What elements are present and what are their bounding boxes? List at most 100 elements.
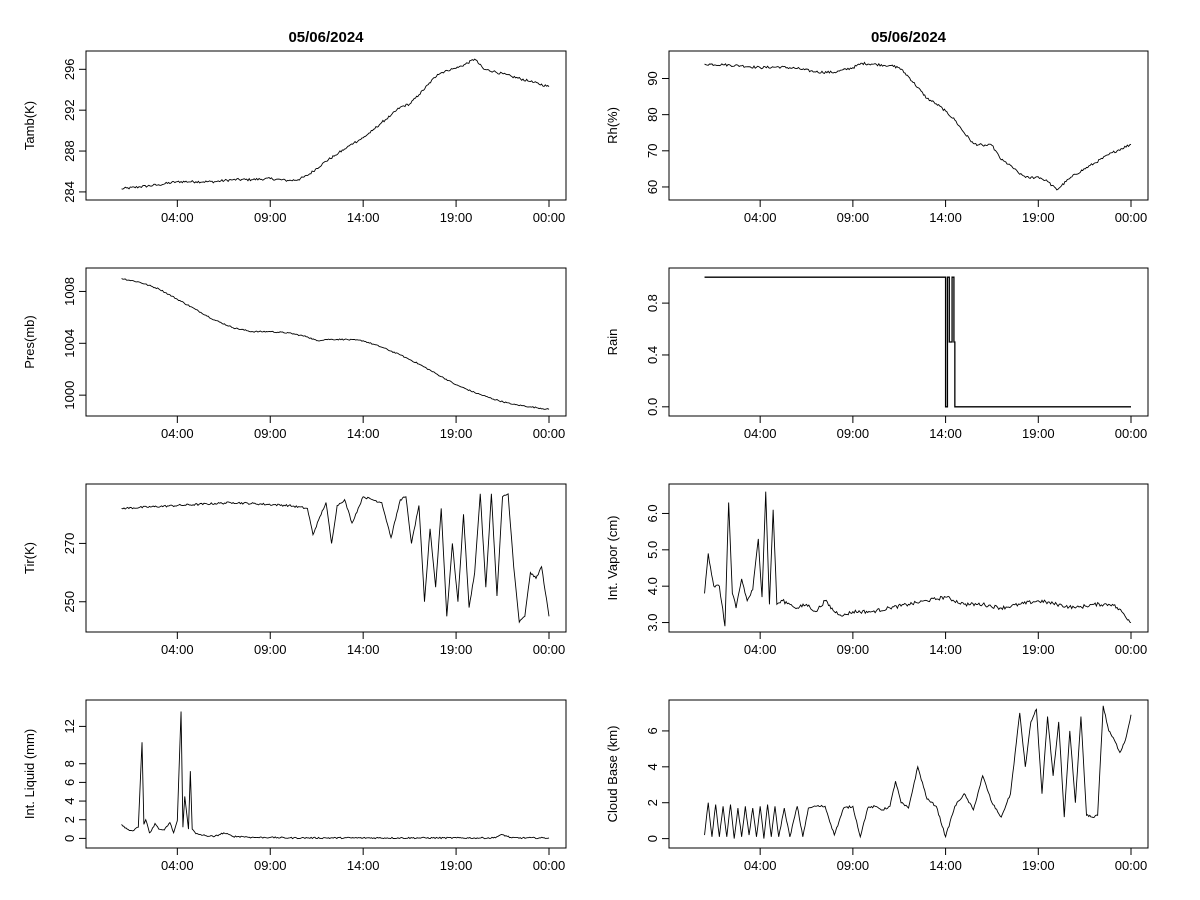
x-tick-label: 04:00 bbox=[744, 426, 777, 441]
y-tick-label: 0 bbox=[62, 835, 77, 842]
y-tick-label: 292 bbox=[62, 99, 77, 121]
x-tick-label: 09:00 bbox=[254, 426, 287, 441]
series-line-int-liquid bbox=[121, 711, 550, 840]
panel-title: 05/06/2024 bbox=[871, 29, 947, 46]
y-tick-label: 270 bbox=[62, 533, 77, 555]
series-line-pres bbox=[121, 278, 550, 410]
y-axis-label: Rh(%) bbox=[605, 107, 620, 144]
y-tick-label: 0.4 bbox=[645, 346, 660, 364]
x-tick-label: 19:00 bbox=[1022, 210, 1055, 225]
y-tick-label: 4.0 bbox=[645, 577, 660, 595]
x-tick-label: 04:00 bbox=[161, 210, 194, 225]
x-tick-label: 14:00 bbox=[347, 210, 380, 225]
x-tick-label: 09:00 bbox=[837, 426, 870, 441]
plot-frame bbox=[85, 483, 567, 633]
y-tick-label: 8 bbox=[62, 760, 77, 767]
x-tick-label: 19:00 bbox=[1022, 642, 1055, 657]
x-tick-label: 00:00 bbox=[1115, 210, 1148, 225]
x-tick-label: 19:00 bbox=[1022, 426, 1055, 441]
x-tick-label: 09:00 bbox=[837, 210, 870, 225]
x-tick-label: 14:00 bbox=[929, 210, 962, 225]
x-tick-label: 04:00 bbox=[744, 642, 777, 657]
y-tick-label: 250 bbox=[62, 591, 77, 613]
y-tick-label: 1004 bbox=[62, 329, 77, 358]
y-axis-label: Pres(mb) bbox=[22, 315, 37, 368]
y-tick-label: 5.0 bbox=[645, 541, 660, 559]
y-tick-label: 3.0 bbox=[645, 614, 660, 632]
x-tick-label: 14:00 bbox=[347, 642, 380, 657]
x-tick-label: 04:00 bbox=[161, 642, 194, 657]
x-tick-label: 00:00 bbox=[533, 426, 566, 441]
panel-tir: 04:00 09:00 14:00 19:00 00:00 250 270 Tir(K) bbox=[22, 483, 567, 657]
y-tick-label: 0 bbox=[645, 835, 660, 842]
x-tick-label: 19:00 bbox=[440, 426, 473, 441]
y-tick-label: 60 bbox=[645, 180, 660, 194]
x-tick-label: 04:00 bbox=[744, 858, 777, 873]
y-tick-label: 0.0 bbox=[645, 398, 660, 416]
x-tick-label: 04:00 bbox=[161, 426, 194, 441]
x-tick-label: 09:00 bbox=[254, 642, 287, 657]
x-tick-label: 09:00 bbox=[837, 858, 870, 873]
x-tick-label: 00:00 bbox=[1115, 426, 1148, 441]
x-tick-label: 04:00 bbox=[161, 858, 194, 873]
x-tick-label: 14:00 bbox=[929, 858, 962, 873]
plot-frame bbox=[668, 483, 1149, 633]
panel-vapor: 04:00 09:00 14:00 19:00 00:00 3.0 4.0 5.0 6.0 Int… bbox=[605, 483, 1149, 657]
x-tick-label: 14:00 bbox=[347, 426, 380, 441]
y-tick-label: 80 bbox=[645, 107, 660, 121]
x-tick-label: 04:00 bbox=[744, 210, 777, 225]
x-tick-label: 09:00 bbox=[254, 210, 287, 225]
y-tick-label: 296 bbox=[62, 58, 77, 80]
y-tick-label: 288 bbox=[62, 140, 77, 162]
x-tick-label: 00:00 bbox=[533, 858, 566, 873]
y-tick-label: 6 bbox=[62, 779, 77, 786]
panel-cloud: 04:00 09:00 14:00 19:00 00:00 0 2 4 6 Cloud Base … bbox=[605, 699, 1149, 873]
series-line-tir bbox=[121, 493, 550, 624]
plot-frame bbox=[85, 267, 567, 417]
y-axis-label: Cloud Base (km) bbox=[605, 726, 620, 823]
y-axis-label: Rain bbox=[605, 329, 620, 356]
x-tick-label: 00:00 bbox=[1115, 642, 1148, 657]
x-tick-label: 19:00 bbox=[1022, 858, 1055, 873]
x-tick-label: 00:00 bbox=[533, 642, 566, 657]
x-tick-label: 00:00 bbox=[1115, 858, 1148, 873]
y-axis-label: Int. Vapor (cm) bbox=[605, 515, 620, 600]
y-tick-label: 0.8 bbox=[645, 294, 660, 312]
plot-frame bbox=[85, 699, 567, 849]
y-tick-label: 1000 bbox=[62, 381, 77, 410]
y-axis-label: Int. Liquid (mm) bbox=[22, 729, 37, 819]
x-tick-label: 19:00 bbox=[440, 642, 473, 657]
y-axis-label: Tir(K) bbox=[22, 542, 37, 574]
y-tick-label: 2 bbox=[645, 799, 660, 806]
panel-liquid: 04:00 09:00 14:00 19:00 00:00 0 2 4 6 8 12 Int. Liq… bbox=[22, 699, 567, 873]
panel-pres: 04:00 09:00 14:00 19:00 00:00 1000 1004 1008 Pre… bbox=[22, 267, 567, 441]
x-tick-label: 09:00 bbox=[254, 858, 287, 873]
y-tick-label: 12 bbox=[62, 719, 77, 733]
series-line-cloud-base bbox=[704, 705, 1132, 839]
panel-title: 05/06/2024 bbox=[288, 29, 364, 46]
x-tick-label: 14:00 bbox=[347, 858, 380, 873]
x-tick-label: 19:00 bbox=[440, 858, 473, 873]
x-tick-label: 19:00 bbox=[440, 210, 473, 225]
y-axis-label: Tamb(K) bbox=[22, 101, 37, 150]
plot-frame bbox=[668, 699, 1149, 849]
series-line-tamb bbox=[121, 58, 550, 190]
x-tick-label: 14:00 bbox=[929, 426, 962, 441]
x-tick-label: 14:00 bbox=[929, 642, 962, 657]
x-tick-label: 09:00 bbox=[837, 642, 870, 657]
y-tick-label: 90 bbox=[645, 71, 660, 85]
plot-frame bbox=[668, 50, 1149, 201]
series-line-rain bbox=[704, 276, 1131, 408]
panel-tamb: 05/06/2024 04:00 09:00 14:00 19:00 00:00 284 28… bbox=[22, 29, 567, 225]
plot-frame bbox=[668, 267, 1149, 417]
x-tick-label: 00:00 bbox=[533, 210, 566, 225]
y-tick-label: 284 bbox=[62, 181, 77, 203]
panel-rain: 04:00 09:00 14:00 19:00 00:00 0.0 0.4 0.8 Rain bbox=[605, 267, 1149, 441]
y-tick-label: 1008 bbox=[62, 277, 77, 306]
y-tick-label: 4 bbox=[62, 797, 77, 804]
panel-rh: 05/06/2024 04:00 09:00 14:00 19:00 00:00 60 70 8… bbox=[605, 29, 1149, 225]
y-tick-label: 6 bbox=[645, 727, 660, 734]
y-tick-label: 6.0 bbox=[645, 504, 660, 522]
series-line-int-vapor bbox=[704, 491, 1132, 627]
